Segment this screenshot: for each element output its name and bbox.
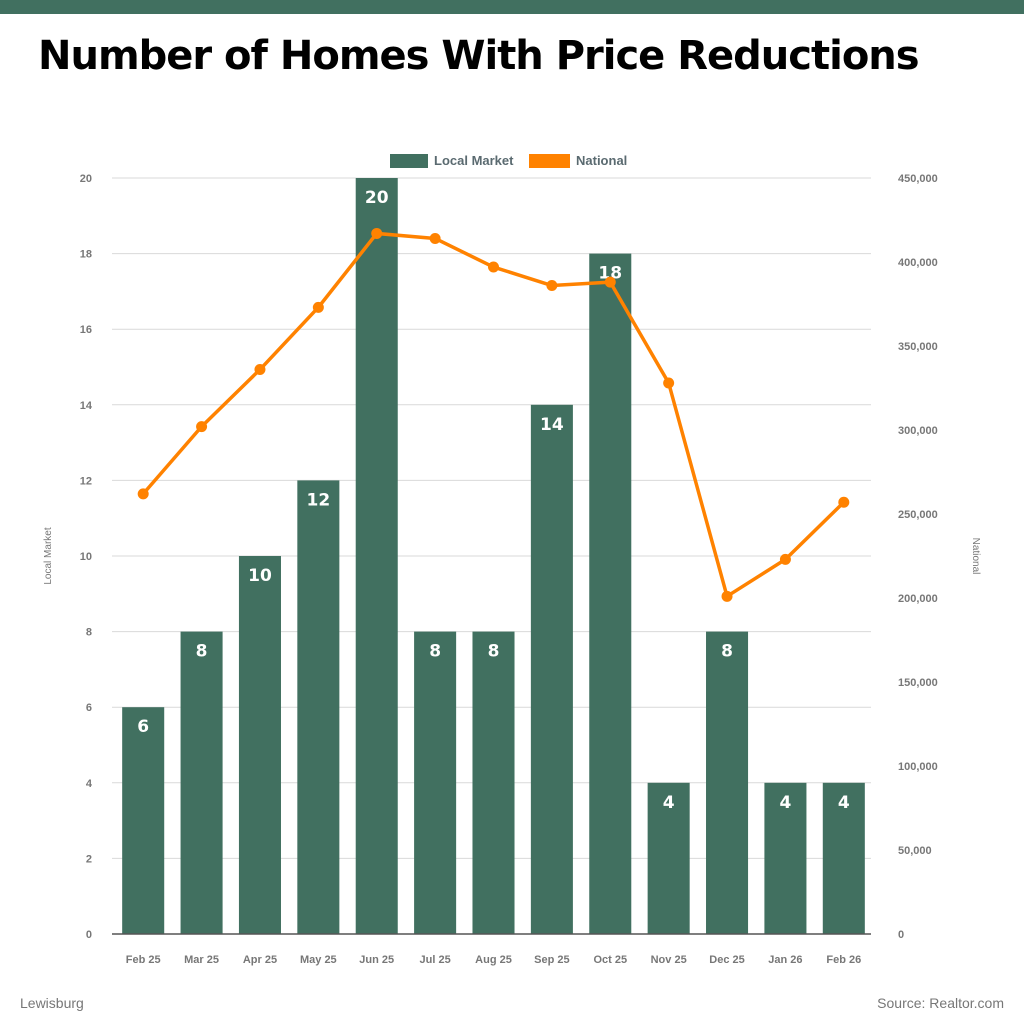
national-point (546, 280, 558, 292)
right-axis-tick-label: 50,000 (898, 845, 932, 857)
legend-swatch-national (529, 154, 570, 168)
bar-data-label: 4 (663, 793, 675, 813)
right-axis-ticks: 0 50,000 100,000 150,000 200,000 250,000 300,0… (898, 173, 938, 941)
x-axis-tick-label: Dec 25 (709, 954, 744, 966)
national-point (137, 488, 149, 500)
right-axis-title: National (970, 538, 981, 575)
bar (297, 480, 340, 934)
bar (589, 253, 632, 935)
legend: Local Market National (390, 153, 627, 168)
bar (355, 178, 398, 934)
bar-data-label: 8 (196, 642, 208, 662)
bar-data-label: 12 (307, 490, 331, 510)
left-axis-tick-label: 10 (80, 551, 92, 563)
national-point (604, 276, 616, 288)
bar-data-label: 18 (598, 264, 622, 284)
national-point (721, 590, 733, 602)
left-axis-tick-label: 16 (80, 324, 92, 336)
right-axis-tick-label: 250,000 (898, 509, 938, 521)
x-axis-tick-label: Feb 25 (126, 954, 161, 966)
x-axis-tick-label: Mar 25 (184, 954, 219, 966)
left-axis-tick-label: 0 (86, 929, 92, 941)
bar-data-label: 6 (137, 717, 149, 737)
left-axis-title: Local Market (43, 527, 54, 584)
bar (238, 556, 281, 934)
bar (822, 782, 865, 934)
x-axis-tick-label: Apr 25 (243, 954, 277, 966)
bar (180, 631, 223, 934)
right-axis-tick-label: 200,000 (898, 593, 938, 605)
left-axis-tick-label: 4 (86, 778, 93, 790)
footer-location: Lewisburg (20, 995, 84, 1011)
top-accent-bar (0, 0, 1024, 14)
national-point (312, 301, 324, 313)
national-point (779, 553, 791, 565)
bar-data-label: 14 (540, 415, 564, 435)
national-point (663, 377, 675, 389)
left-axis-tick-label: 14 (80, 400, 93, 412)
x-axis-tick-label: Jul 25 (420, 954, 451, 966)
bar (706, 631, 749, 934)
right-axis-tick-label: 400,000 (898, 257, 938, 269)
right-axis-tick-label: 300,000 (898, 425, 938, 437)
left-axis-tick-label: 18 (80, 249, 92, 261)
national-point (488, 261, 499, 273)
bar (122, 707, 165, 934)
right-axis-tick-label: 350,000 (898, 341, 938, 353)
bar-data-label: 8 (488, 642, 500, 662)
x-axis-tick-label: Nov 25 (651, 954, 687, 966)
right-axis-tick-label: 450,000 (898, 173, 938, 185)
bar-data-label: 10 (248, 566, 272, 586)
national-line-series (137, 227, 850, 602)
legend-label-national: National (576, 153, 627, 168)
page-title: Number of Homes With Price Reductions (38, 33, 920, 79)
right-axis-tick-label: 100,000 (898, 761, 938, 773)
footer-source: Source: Realtor.com (877, 995, 1004, 1011)
bar-data-label: 8 (429, 642, 441, 662)
bar (414, 631, 457, 934)
legend-swatch-local-market (390, 154, 428, 168)
bar-data-label: 4 (838, 793, 850, 813)
right-axis-tick-label: 150,000 (898, 677, 938, 689)
x-axis-tick-label: May 25 (300, 954, 337, 966)
national-point (254, 364, 266, 376)
left-axis-tick-label: 2 (86, 853, 92, 865)
x-axis-ticks: Feb 25 Mar 25 Apr 25 May 25 Jun 25 Jul 25 Aug … (126, 954, 861, 966)
national-point (838, 496, 850, 508)
national-point (371, 227, 383, 239)
bar (647, 782, 690, 934)
national-point (429, 232, 441, 244)
national-line (141, 231, 846, 599)
bar (472, 631, 515, 934)
x-axis-tick-label: Sep 25 (534, 954, 569, 966)
right-axis-tick-label: 0 (898, 929, 904, 941)
bar (764, 782, 807, 934)
bar (530, 404, 573, 934)
x-axis-tick-label: Feb 26 (826, 954, 861, 966)
left-axis-ticks: 0 2 4 6 8 10 12 14 16 18 20 (80, 173, 93, 941)
bar-data-label: 4 (780, 793, 792, 813)
left-axis-tick-label: 8 (86, 627, 92, 639)
bar-data-labels: 6 8 10 12 20 8 8 14 18 4 8 4 4 (137, 188, 850, 813)
local-market-bars (122, 178, 865, 935)
legend-label-local-market: Local Market (434, 153, 514, 168)
left-axis-tick-label: 20 (80, 173, 92, 185)
x-axis-tick-label: Jun 25 (359, 954, 394, 966)
left-axis-tick-label: 6 (86, 702, 92, 714)
national-point (196, 421, 208, 433)
bar-data-label: 20 (365, 188, 389, 208)
bar-data-label: 8 (721, 642, 733, 662)
x-axis-tick-label: Jan 26 (768, 954, 802, 966)
x-axis-tick-label: Aug 25 (475, 954, 512, 966)
x-axis-tick-label: Oct 25 (593, 954, 627, 966)
left-axis-tick-label: 12 (80, 475, 92, 487)
